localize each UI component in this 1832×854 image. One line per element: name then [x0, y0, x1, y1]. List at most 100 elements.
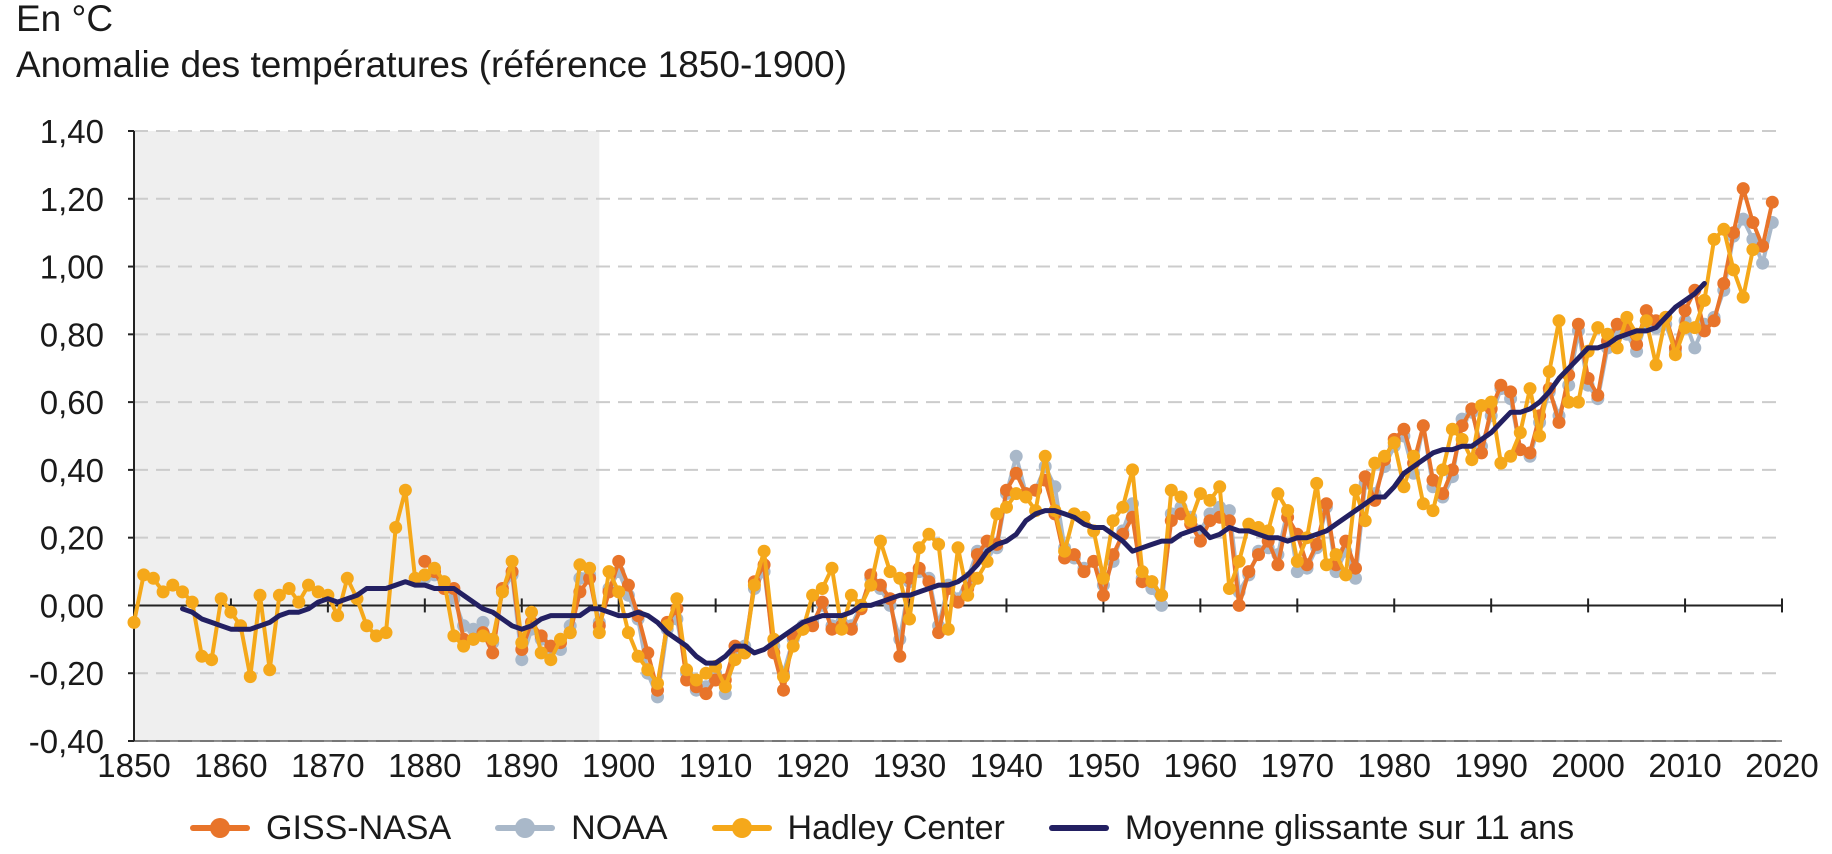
- data-point-giss-nasa: [1271, 558, 1285, 572]
- data-point-hadley-center: [903, 612, 916, 626]
- data-point-giss-nasa: [1252, 548, 1265, 562]
- data-point-hadley-center: [1533, 429, 1547, 443]
- data-point-hadley-center: [1407, 449, 1421, 463]
- data-point-hadley-center: [1368, 456, 1382, 470]
- data-point-hadley-center: [1484, 395, 1498, 409]
- x-tick-label: 1970: [1261, 747, 1334, 784]
- data-point-hadley-center: [176, 585, 189, 599]
- data-point-hadley-center: [1038, 449, 1052, 463]
- x-tick-label: 2000: [1551, 747, 1624, 784]
- data-point-hadley-center: [728, 653, 742, 667]
- data-point-hadley-center: [166, 578, 180, 592]
- data-point-giss-nasa: [1765, 195, 1779, 209]
- data-point-hadley-center: [1126, 463, 1139, 477]
- data-point-hadley-center: [389, 521, 403, 534]
- y-tick-label: -0,20: [29, 655, 104, 692]
- data-point-hadley-center: [282, 582, 296, 595]
- data-point-hadley-center: [224, 605, 238, 619]
- data-point-giss-nasa: [893, 649, 907, 663]
- data-point-hadley-center: [777, 670, 790, 684]
- legend-label-hadley: Hadley Center: [787, 808, 1005, 847]
- chart-title: Anomalie des températures (référence 185…: [16, 44, 847, 85]
- data-point-hadley-center: [815, 582, 829, 595]
- data-point-hadley-center: [786, 639, 800, 653]
- y-tick-label: -0,40: [29, 723, 104, 760]
- data-point-hadley-center: [699, 666, 713, 680]
- data-point-hadley-center: [505, 554, 519, 568]
- data-point-hadley-center: [757, 544, 771, 558]
- data-point-hadley-center: [292, 595, 306, 609]
- data-point-hadley-center: [873, 534, 887, 548]
- x-tick-label: 1880: [388, 747, 461, 784]
- legend-label-giss: GISS-NASA: [266, 808, 452, 847]
- data-point-hadley-center: [1349, 483, 1362, 497]
- data-point-giss-nasa: [1135, 575, 1149, 589]
- data-point-giss-nasa: [1736, 182, 1750, 196]
- data-point-giss-nasa: [1232, 598, 1246, 612]
- x-tick-label: 1900: [582, 747, 655, 784]
- data-point-hadley-center: [515, 636, 529, 650]
- data-point-hadley-center: [631, 649, 645, 663]
- data-point-giss-nasa: [1319, 497, 1333, 511]
- data-point-hadley-center: [1678, 321, 1692, 335]
- data-point-hadley-center: [1232, 554, 1246, 568]
- reference-period-band: [134, 131, 600, 741]
- data-point-hadley-center: [1096, 571, 1110, 585]
- data-point-hadley-center: [641, 663, 655, 677]
- data-point-hadley-center: [932, 537, 946, 551]
- x-tick-label: 1960: [1164, 747, 1237, 784]
- data-point-hadley-center: [253, 588, 267, 602]
- data-point-giss-nasa: [1397, 422, 1411, 436]
- data-point-giss-nasa: [1426, 473, 1440, 487]
- data-point-hadley-center: [1174, 490, 1188, 504]
- y-tick-label: 1,40: [40, 113, 104, 150]
- data-point-hadley-center: [1310, 476, 1324, 490]
- temperature-anomaly-chart: -0,40 -0,20 0,00 0,20 0,40 0,60 0,80 1,00 1,20 1,…: [29, 113, 1819, 784]
- data-point-giss-nasa: [1717, 277, 1731, 290]
- data-point-hadley-center: [331, 609, 345, 623]
- data-point-hadley-center: [1058, 544, 1072, 558]
- data-point-hadley-center: [340, 571, 354, 585]
- data-point-hadley-center: [1145, 575, 1159, 589]
- data-point-giss-nasa: [777, 683, 790, 697]
- data-point-hadley-center: [1116, 500, 1130, 514]
- data-point-hadley-center: [1465, 453, 1479, 467]
- data-point-noaa: [1009, 449, 1023, 463]
- data-point-noaa: [1222, 504, 1236, 518]
- data-point-hadley-center: [912, 541, 926, 555]
- x-tick-label: 1860: [194, 747, 267, 784]
- data-point-giss-nasa: [1504, 385, 1518, 399]
- y-tick-label: 1,20: [40, 181, 104, 218]
- x-tick-label: 2020: [1745, 747, 1818, 784]
- data-point-noaa: [1756, 256, 1770, 270]
- data-point-giss-nasa: [1523, 446, 1537, 460]
- data-point-hadley-center: [1746, 243, 1760, 257]
- data-point-giss-nasa: [1096, 588, 1110, 602]
- data-point-hadley-center: [747, 578, 761, 592]
- y-tick-label: 0,60: [40, 384, 104, 421]
- data-point-hadley-center: [1193, 487, 1207, 501]
- data-point-hadley-center: [1445, 422, 1459, 436]
- data-point-hadley-center: [243, 670, 257, 684]
- legend-swatch-hadley: [711, 808, 772, 848]
- data-point-hadley-center: [1135, 565, 1149, 579]
- y-tick-label: 0,00: [40, 587, 104, 624]
- data-point-giss-nasa: [873, 578, 887, 592]
- data-point-hadley-center: [806, 588, 820, 602]
- data-point-noaa: [515, 653, 529, 667]
- unit-label: En °C: [16, 0, 114, 39]
- data-point-hadley-center: [1727, 263, 1740, 277]
- data-point-hadley-center: [680, 663, 694, 677]
- data-point-hadley-center: [1281, 504, 1295, 518]
- data-point-giss-nasa: [1707, 314, 1721, 328]
- legend-item-giss: GISS-NASA: [190, 808, 451, 848]
- data-point-hadley-center: [864, 578, 878, 592]
- data-point-giss-nasa: [1639, 304, 1653, 318]
- data-point-hadley-center: [592, 626, 606, 640]
- x-tick-label: 1910: [679, 747, 752, 784]
- legend-swatch-noaa: [495, 808, 556, 848]
- data-point-hadley-center: [360, 619, 374, 633]
- data-point-hadley-center: [1213, 480, 1227, 494]
- data-point-giss-nasa: [1174, 507, 1188, 521]
- data-point-hadley-center: [941, 622, 955, 636]
